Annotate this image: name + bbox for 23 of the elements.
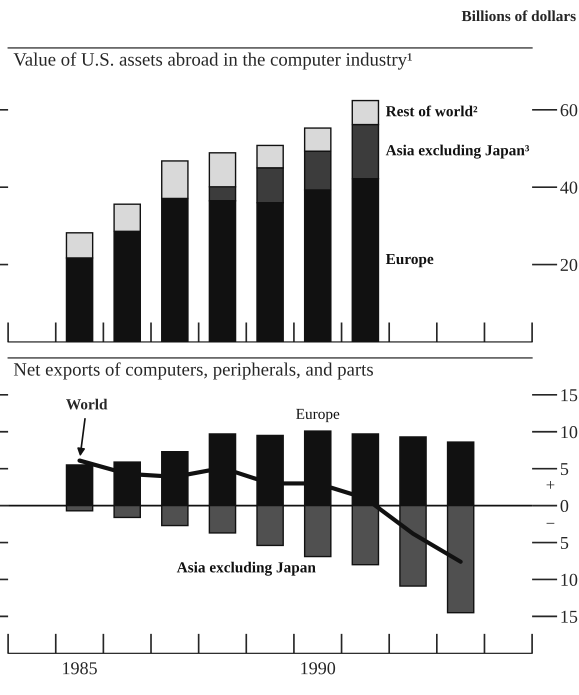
series-label: Rest of world²: [386, 105, 478, 116]
series-label: Europe: [296, 408, 340, 422]
y-tick-label: 5: [560, 463, 568, 476]
chart-title: Value of U.S. assets abroad in the computer industry¹: [14, 52, 412, 70]
y-tick-label: 5: [560, 536, 568, 549]
series-label: Europe: [386, 254, 434, 268]
chart-title: Net exports of computers, peripherals, and parts: [14, 362, 373, 380]
y-tick-label: 40: [560, 181, 578, 194]
y-tick-label: 60: [560, 104, 578, 116]
y-tick-label: 20: [560, 258, 578, 272]
y-tick-label: 10: [561, 574, 578, 586]
text: +: [546, 481, 554, 489]
y-tick-label: 15: [561, 389, 578, 402]
y-tick-label: 0: [560, 500, 568, 512]
y-tick-label: 15: [561, 610, 578, 623]
series-label: Asia excluding Japan: [176, 562, 316, 576]
text: −: [546, 522, 554, 524]
x-tick-label: 1990: [301, 662, 336, 674]
x-tick-label: 1985: [63, 662, 97, 674]
y-axis-title: Billions of dollars: [462, 10, 576, 22]
y-tick-label: 10: [561, 426, 578, 438]
series-label: Asia excluding Japan³: [386, 144, 530, 159]
annotation: World: [66, 398, 108, 410]
